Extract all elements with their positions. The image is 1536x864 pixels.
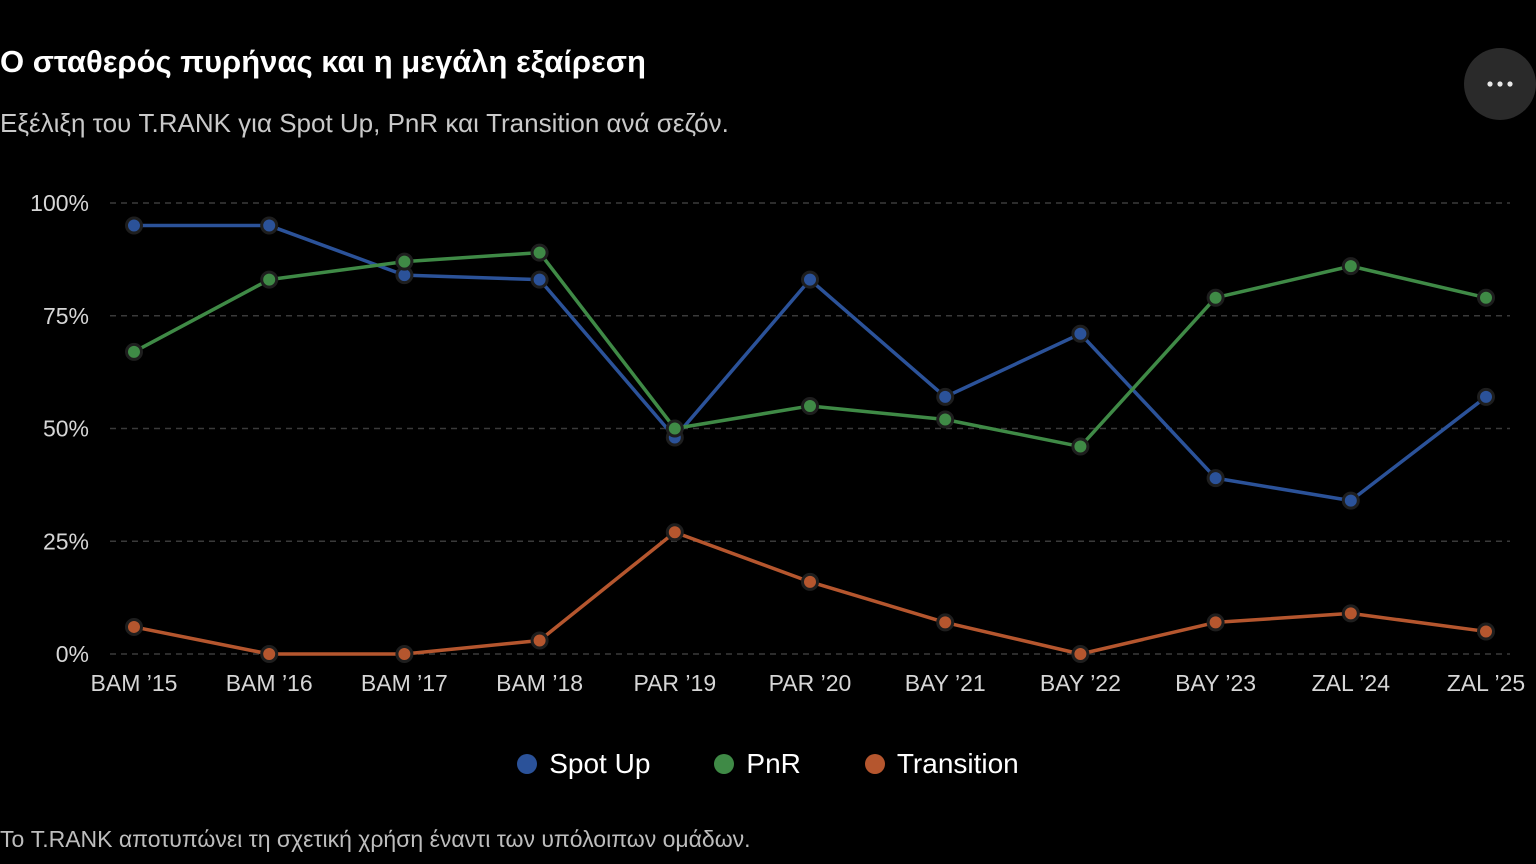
legend-swatch [714, 754, 735, 774]
x-tick-label: BAY ’23 [1175, 670, 1256, 696]
x-tick-label: ZAL ’25 [1447, 670, 1525, 696]
legend-label: PnR [746, 748, 801, 779]
x-tick-label: PAR ’19 [633, 670, 716, 696]
legend-item-pnr[interactable]: PnR [714, 748, 801, 780]
data-point-transition [1206, 613, 1225, 632]
data-point-transition [395, 645, 414, 663]
data-point-spot-up [530, 270, 549, 289]
legend-item-spot-up[interactable]: Spot Up [517, 748, 650, 780]
data-point-transition [801, 572, 819, 591]
data-point-transition [1341, 604, 1360, 623]
legend-label: Spot Up [549, 748, 651, 779]
data-point-pnr [1071, 437, 1090, 456]
data-point-spot-up [1206, 469, 1225, 488]
y-tick-label: 100% [30, 190, 89, 216]
data-point-spot-up [125, 216, 143, 235]
data-point-pnr [665, 419, 684, 438]
data-point-pnr [936, 410, 955, 429]
x-tick-label: BAY ’21 [905, 670, 986, 696]
data-point-pnr [1206, 288, 1225, 307]
x-tick-label: BAM ’16 [226, 670, 313, 696]
data-point-transition [260, 645, 279, 663]
chart-footnote: Το T.RANK αποτυπώνει τη σχετική χρήση έν… [0, 826, 751, 852]
chart-subtitle: Εξέλιξη του T.RANK για Spot Up, PnR και … [0, 108, 729, 138]
data-point-pnr [395, 252, 414, 271]
data-point-transition [1071, 645, 1090, 663]
data-point-spot-up [260, 216, 279, 235]
data-point-transition [125, 617, 143, 636]
legend-item-transition[interactable]: Transition [864, 748, 1019, 780]
series-line-spot-up [132, 223, 1488, 503]
legend-label: Transition [896, 748, 1019, 779]
x-tick-label: PAR ’20 [769, 670, 852, 696]
data-point-pnr [260, 270, 279, 289]
series-line-transition [132, 530, 1488, 656]
data-point-pnr [1341, 257, 1360, 276]
more-horizontal-icon [1487, 81, 1513, 87]
data-point-transition [530, 631, 549, 650]
x-tick-label: BAM ’15 [91, 670, 178, 696]
y-tick-label: 75% [43, 303, 89, 329]
legend-swatch [864, 754, 885, 774]
data-point-spot-up [936, 387, 955, 406]
line-chart: 0% 25% 50% 75% 100% BAM ’15 BAM ’16 BAM ’17 BAM … [30, 190, 1525, 696]
data-point-spot-up [1071, 324, 1090, 343]
legend-swatch [517, 754, 538, 774]
data-point-transition [936, 613, 955, 632]
data-point-pnr [530, 243, 549, 262]
x-tick-label: BAM ’17 [361, 670, 448, 696]
data-point-transition [665, 523, 684, 542]
data-point-pnr [801, 396, 819, 415]
x-tick-label: BAM ’18 [496, 670, 583, 696]
x-tick-label: BAY ’22 [1040, 670, 1121, 696]
data-point-pnr [125, 342, 143, 361]
y-tick-label: 25% [43, 528, 89, 554]
more-options-button[interactable] [1464, 48, 1536, 120]
data-point-spot-up [1341, 491, 1360, 510]
chart-legend: Spot Up PnR Transition [0, 748, 1536, 780]
data-point-transition [1477, 622, 1495, 641]
y-tick-label: 0% [56, 641, 89, 667]
data-point-spot-up [1477, 387, 1495, 406]
x-tick-label: ZAL ’24 [1312, 670, 1391, 696]
data-point-pnr [1477, 288, 1495, 307]
y-tick-label: 50% [43, 416, 89, 442]
data-point-spot-up [801, 270, 819, 289]
chart-title: Ο σταθερός πυρήνας και η μεγάλη εξαίρεση [0, 44, 646, 79]
